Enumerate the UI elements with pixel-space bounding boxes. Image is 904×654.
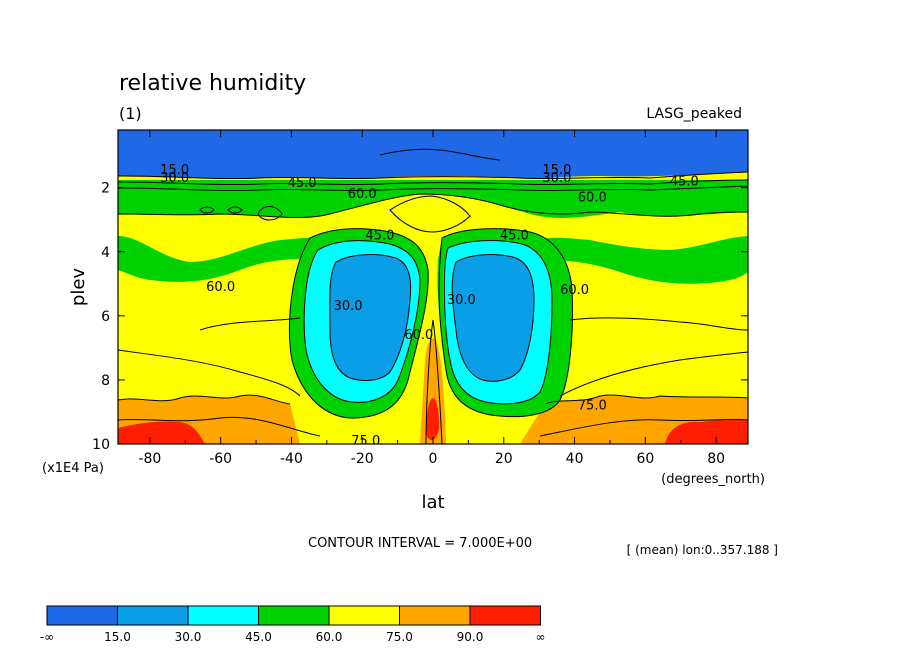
colorbar-label: ∞ — [536, 630, 546, 644]
contour-label: 60.0 — [404, 328, 433, 343]
contour-label: 30.0 — [447, 293, 476, 308]
contour-line — [451, 254, 535, 382]
colorbar-label: 75.0 — [386, 630, 413, 644]
y-tick-label: 10 — [92, 437, 110, 453]
contour-line — [227, 206, 243, 214]
contour-label: 60.0 — [578, 190, 607, 205]
contour-line — [379, 148, 501, 161]
contour-line — [544, 394, 748, 405]
contour-line — [118, 416, 321, 437]
fill-band-75-90 — [118, 338, 748, 444]
colorbar-swatch — [117, 605, 189, 626]
contour-line — [199, 317, 301, 331]
x-tick-label: 80 — [707, 451, 725, 467]
colorbar-label: -∞ — [40, 630, 54, 644]
x-tick-label: 20 — [495, 451, 513, 467]
contour-line — [425, 319, 443, 444]
x-tick-label: -20 — [351, 451, 374, 467]
contour-label: 45.0 — [670, 174, 699, 189]
x-axis-units: (degrees_north) — [661, 472, 765, 487]
contour-line — [257, 206, 283, 221]
contour-line — [118, 185, 748, 192]
x-tick-label: -80 — [138, 451, 161, 467]
contour-interval: CONTOUR INTERVAL = 7.000E+00 — [308, 536, 532, 551]
dataset-label: LASG_peaked — [646, 106, 742, 122]
fill-band-15-30 — [452, 254, 534, 382]
colorbar-swatch — [469, 605, 541, 626]
colorbar-label: 90.0 — [457, 630, 484, 644]
contour-line — [118, 349, 301, 397]
contour-label: 75.0 — [351, 434, 380, 449]
contour-labels: 15.030.0 45.060.045.060.030.060.030.045.0… — [160, 163, 699, 449]
colorbar-swatch — [328, 605, 400, 626]
chart-title: relative humidity — [119, 71, 306, 96]
contour-line — [438, 228, 573, 418]
y-axis-label: plev — [68, 268, 89, 307]
colorbar-swatch — [46, 605, 118, 626]
x-axis-label: lat — [421, 492, 444, 513]
fill-band-90-plus — [118, 398, 748, 444]
contour-label: 30.0 — [542, 171, 571, 186]
fill-band-0-15 — [118, 130, 748, 179]
x-tick-label: 0 — [429, 451, 438, 467]
contour-line — [288, 228, 429, 419]
contour-label: 60.0 — [206, 280, 235, 295]
contour-label: 45.0 — [500, 229, 529, 244]
x-axis: -80 -60 -40 -20 0 20 40 60 80 — [138, 130, 725, 467]
contour-label: 30.0 — [160, 171, 189, 186]
x-tick-label: 40 — [566, 451, 584, 467]
y-axis-units: (x1E4 Pa) — [42, 461, 104, 476]
contour-line — [443, 240, 553, 405]
contour-line — [118, 394, 291, 405]
chart-subtitle: (1) — [119, 104, 142, 123]
y-tick-label: 6 — [101, 309, 110, 325]
fill-band-15-30 — [329, 254, 411, 381]
colorbar-label: 30.0 — [175, 630, 202, 644]
contour-lines — [118, 148, 748, 444]
y-axis: 2 4 6 8 10 — [92, 181, 748, 453]
contour-line — [199, 206, 215, 214]
contour-label: 60.0 — [348, 187, 377, 202]
contour-label: 45.0 — [288, 176, 317, 191]
colorbar-swatch — [399, 605, 471, 626]
contour-label: 60.0 — [560, 283, 589, 298]
contour-line — [118, 171, 748, 180]
contour-label: 15.0 — [542, 163, 571, 178]
colorbar-swatch — [187, 605, 259, 626]
y-tick-label: 8 — [101, 373, 110, 389]
x-tick-label: -60 — [209, 451, 232, 467]
contour-line — [559, 351, 748, 397]
x-tick-label: 60 — [636, 451, 654, 467]
contour-line — [569, 317, 748, 331]
y-tick-label: 2 — [101, 181, 110, 197]
contour-label: 75.0 — [578, 399, 607, 414]
averaging-note: [ (mean) lon:0..357.188 ] — [627, 543, 778, 557]
contour-label: 15.0 — [160, 163, 189, 178]
contour-label: 45.0 — [365, 229, 394, 244]
colorbar-label: 15.0 — [104, 630, 131, 644]
colorbar-swatch — [258, 605, 330, 626]
fill-band-45-60 — [118, 180, 748, 284]
contour-line — [118, 193, 748, 219]
contour-line — [303, 240, 421, 403]
contour-line — [118, 179, 748, 186]
y-tick-label: 4 — [101, 245, 110, 261]
contour-line — [539, 418, 748, 437]
plot-area: 15.030.0 45.060.045.060.030.060.030.045.0… — [118, 130, 748, 449]
x-tick-label: -40 — [280, 451, 303, 467]
contour-line — [389, 195, 471, 233]
contour-line — [329, 254, 412, 381]
contour-label: 30.0 — [334, 299, 363, 314]
colorbar-label: 60.0 — [316, 630, 343, 644]
colorbar: -∞ 15.0 30.0 45.0 60.0 75.0 90.0 ∞ — [40, 605, 546, 644]
colorbar-label: 45.0 — [245, 630, 272, 644]
